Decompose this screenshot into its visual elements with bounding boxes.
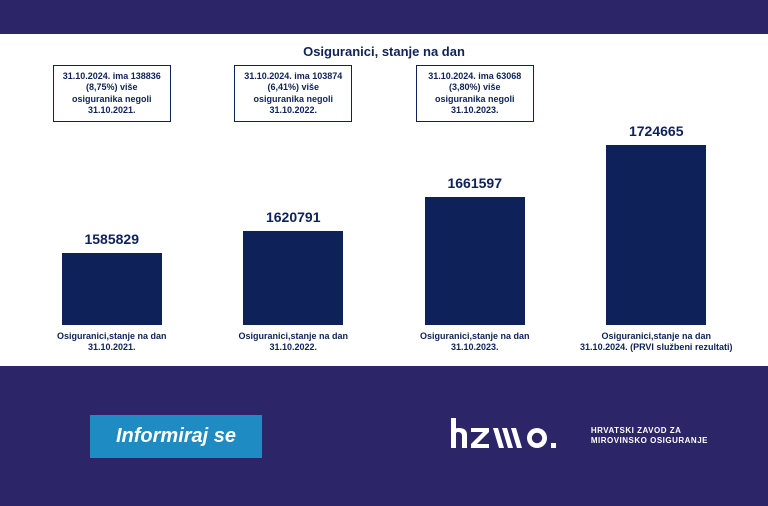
- x-axis-labels: Osiguranici,stanje na dan 31.10.2021. Os…: [30, 331, 738, 354]
- bar: [243, 231, 343, 325]
- bar-value-label: 1724665: [629, 123, 684, 139]
- brand: HRVATSKI ZAVOD ZA MIROVINSKO OSIGURANJE: [451, 414, 708, 458]
- bar: [62, 253, 162, 325]
- annotation-box: 31.10.2024. ima 63068 (3,80%) više osigu…: [416, 65, 534, 122]
- annotation-box: 31.10.2024. ima 103874 (6,41%) više osig…: [234, 65, 352, 122]
- brand-sub-line2: MIROVINSKO OSIGURANJE: [591, 436, 708, 446]
- bar-column: 1724665: [575, 65, 739, 325]
- bar-column: 31.10.2024. ima 103874 (6,41%) više osig…: [212, 65, 376, 325]
- brand-subtitle: HRVATSKI ZAVOD ZA MIROVINSKO OSIGURANJE: [591, 426, 708, 447]
- brand-sub-line1: HRVATSKI ZAVOD ZA: [591, 426, 708, 436]
- chart-title: Osiguranici, stanje na dan: [30, 44, 738, 59]
- chart-panel: Osiguranici, stanje na dan 31.10.2024. i…: [0, 34, 768, 366]
- x-label: Osiguranici,stanje na dan 31.10.2023.: [393, 331, 557, 354]
- annotation-box: 31.10.2024. ima 138836 (8,75%) više osig…: [53, 65, 171, 122]
- bar-column: 31.10.2024. ima 138836 (8,75%) više osig…: [30, 65, 194, 325]
- bar-value-label: 1661597: [447, 175, 502, 191]
- x-label: Osiguranici,stanje na dan 31.10.2021.: [30, 331, 194, 354]
- x-label: Osiguranici,stanje na dan 31.10.2022.: [212, 331, 376, 354]
- bar-column: 31.10.2024. ima 63068 (3,80%) više osigu…: [393, 65, 557, 325]
- hzmo-logo: [451, 414, 581, 458]
- bar-value-label: 1620791: [266, 209, 321, 225]
- bar: [606, 145, 706, 325]
- bar-value-label: 1585829: [84, 231, 139, 247]
- footer: Informiraj se: [0, 366, 768, 506]
- chart-columns: 31.10.2024. ima 138836 (8,75%) više osig…: [30, 65, 738, 325]
- x-label: Osiguranici,stanje na dan 31.10.2024. (P…: [575, 331, 739, 354]
- bar: [425, 197, 525, 325]
- informiraj-se-button[interactable]: Informiraj se: [90, 415, 262, 458]
